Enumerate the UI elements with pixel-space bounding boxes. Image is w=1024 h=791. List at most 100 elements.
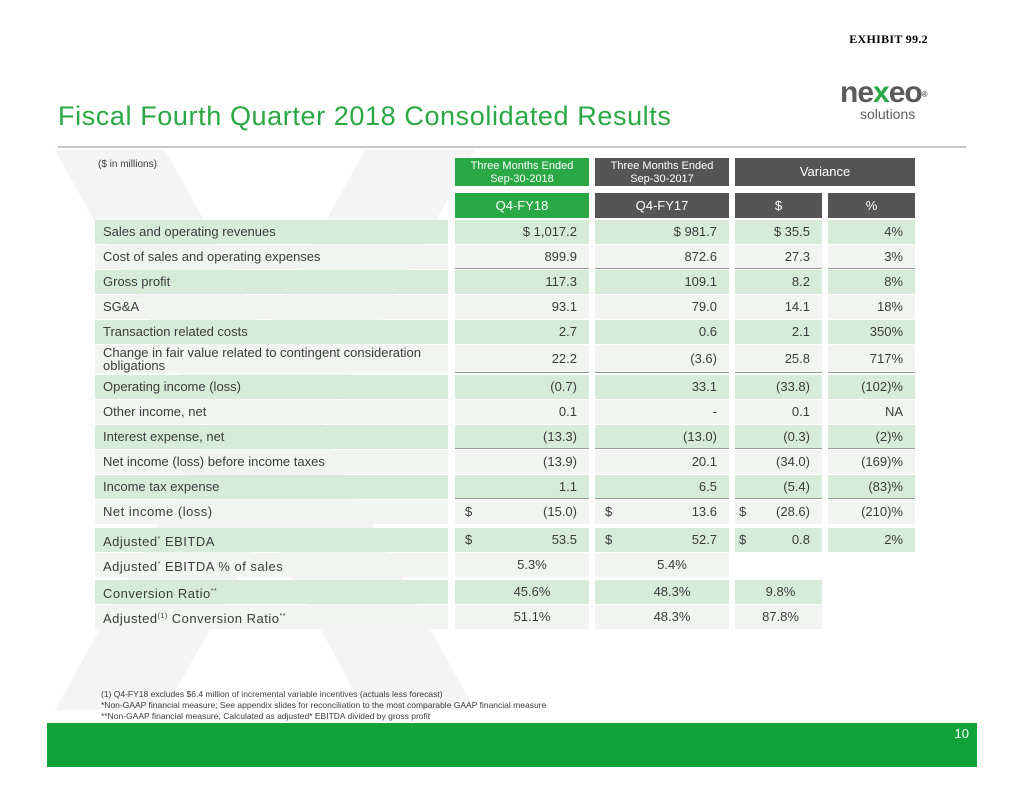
table-row: Operating income (loss) (0.7) 33.1 (33.8… [0, 375, 1024, 399]
cell-q4fy17: - [595, 400, 729, 424]
table-row: Conversion Ratio** 45.6% 48.3% 9.8% [0, 580, 1024, 604]
title-divider [58, 146, 966, 148]
cell-variance-percent: 18% [828, 295, 915, 319]
company-logo: nexeo® solutions [840, 78, 940, 128]
subheader-q4fy18: Q4-FY18 [455, 193, 589, 218]
cell-variance-percent: (83)% [828, 475, 915, 499]
cell-variance-percent: (169)% [828, 450, 915, 474]
cell-q4fy17: (3.6) [595, 345, 729, 373]
row-label: Net income (loss) before income taxes [95, 450, 448, 474]
cell-variance-dollar: 87.8% [735, 605, 822, 629]
table-row: Adjusted* EBITDA % of sales 5.3% 5.4% [0, 553, 1024, 577]
cell-q4fy17: 5.4% [595, 553, 729, 577]
cell-q4fy18: 51.1% [455, 605, 589, 629]
table-row: Interest expense, net (13.3) (13.0) (0.3… [0, 425, 1024, 449]
row-label: Adjusted(1) Conversion Ratio** [95, 605, 448, 629]
footnote: (1) Q4-FY18 excludes $6.4 million of inc… [101, 689, 443, 699]
logo-subtitle: solutions [860, 106, 916, 122]
page-number: 10 [954, 726, 969, 741]
row-label: Income tax expense [95, 475, 448, 499]
row-label: Change in fair value related to continge… [95, 345, 448, 373]
row-label: SG&A [95, 295, 448, 319]
cell-variance-percent: 717% [828, 345, 915, 373]
row-label: Transaction related costs [95, 320, 448, 344]
table-row: Gross profit 117.3 109.1 8.2 8% [0, 270, 1024, 294]
cell-variance-percent: 350% [828, 320, 915, 344]
cell-q4fy18: 117.3 [455, 270, 589, 294]
row-label: Adjusted* EBITDA % of sales [95, 553, 448, 577]
cell-q4fy18: 899.9 [455, 245, 589, 269]
cell-q4fy18: 5.3% [455, 553, 589, 577]
subheader-variance-percent: % [828, 193, 915, 218]
cell-variance-dollar: 27.3 [735, 245, 822, 269]
row-label: Adjusted* EBITDA [95, 528, 448, 552]
cell-q4fy18: (0.7) [455, 375, 589, 399]
header-q4fy17-period: Three Months Ended Sep-30-2017 [595, 158, 729, 186]
cell-variance-dollar: 9.8% [735, 580, 822, 604]
cell-variance-percent: 8% [828, 270, 915, 294]
table-row: Income tax expense 1.1 6.5 (5.4) (83)% [0, 475, 1024, 499]
row-label: Gross profit [95, 270, 448, 294]
cell-variance-dollar: 8.2 [735, 270, 822, 294]
row-label: Conversion Ratio** [95, 580, 448, 604]
cell-variance-dollar: 0.1 [735, 400, 822, 424]
row-label: Sales and operating revenues [95, 220, 448, 244]
table-row: Other income, net 0.1 - 0.1 NA [0, 400, 1024, 424]
table-row: Adjusted(1) Conversion Ratio** 51.1% 48.… [0, 605, 1024, 629]
table-row: Net income (loss) before income taxes (1… [0, 450, 1024, 474]
cell-q4fy17: 48.3% [595, 605, 729, 629]
cell-q4fy17: $13.6 [595, 500, 729, 524]
cell-variance-dollar: 14.1 [735, 295, 822, 319]
cell-q4fy18: $53.5 [455, 528, 589, 552]
cell-q4fy17: 33.1 [595, 375, 729, 399]
table-row: Change in fair value related to continge… [0, 345, 1024, 373]
cell-variance-percent: 4% [828, 220, 915, 244]
cell-q4fy17: 6.5 [595, 475, 729, 499]
cell-variance-dollar: $0.8 [735, 528, 822, 552]
page-title: Fiscal Fourth Quarter 2018 Consolidated … [58, 101, 672, 131]
cell-q4fy17: 872.6 [595, 245, 729, 269]
footnotes: (1) Q4-FY18 excludes $6.4 million of inc… [101, 689, 546, 722]
row-label: Net income (loss) [95, 500, 448, 524]
table-row: Transaction related costs 2.7 0.6 2.1 35… [0, 320, 1024, 344]
cell-variance-percent: (210)% [828, 500, 915, 524]
cell-variance-dollar: 25.8 [735, 345, 822, 373]
cell-q4fy17: 79.0 [595, 295, 729, 319]
cell-q4fy18: 1.1 [455, 475, 589, 499]
cell-q4fy17: $ 981.7 [595, 220, 729, 244]
cell-q4fy18: 93.1 [455, 295, 589, 319]
table-row: Net income (loss) $ (15.0) $13.6 $ (28.6) … [0, 500, 1024, 524]
cell-variance-dollar: 2.1 [735, 320, 822, 344]
cell-variance-dollar: $ (28.6) [735, 500, 822, 524]
cell-q4fy18: $ 1,017.2 [455, 220, 589, 244]
cell-q4fy17: 20.1 [595, 450, 729, 474]
footnote: *Non-GAAP financial measure; See appendi… [101, 700, 547, 710]
cell-q4fy18: $ (15.0) [455, 500, 589, 524]
cell-q4fy17: 109.1 [595, 270, 729, 294]
units-note: ($ in millions) [98, 159, 157, 170]
table-row: Adjusted* EBITDA $53.5 $52.7 $0.8 2% [0, 528, 1024, 552]
subheader-q4fy17: Q4-FY17 [595, 193, 729, 218]
row-label: Interest expense, net [95, 425, 448, 449]
logo-wordmark: nexeo® [840, 76, 928, 109]
cell-q4fy18: 2.7 [455, 320, 589, 344]
exhibit-label: EXHIBIT 99.2 [849, 32, 928, 46]
cell-variance-percent: 2% [828, 528, 915, 552]
cell-q4fy18: (13.3) [455, 425, 589, 449]
header-q4fy18-period: Three Months Ended Sep-30-2018 [455, 158, 589, 186]
cell-variance-percent: (102)% [828, 375, 915, 399]
cell-variance-percent: NA [828, 400, 915, 424]
cell-q4fy17: (13.0) [595, 425, 729, 449]
cell-variance-dollar: (33.8) [735, 375, 822, 399]
row-label: Cost of sales and operating expenses [95, 245, 448, 269]
cell-variance-dollar: (0.3) [735, 425, 822, 449]
row-label: Operating income (loss) [95, 375, 448, 399]
header-variance: Variance [735, 158, 915, 186]
cell-q4fy18: (13.9) [455, 450, 589, 474]
cell-q4fy17: 0.6 [595, 320, 729, 344]
cell-variance-percent: (2)% [828, 425, 915, 449]
cell-variance-percent: 3% [828, 245, 915, 269]
row-label: Other income, net [95, 400, 448, 424]
table-row: Cost of sales and operating expenses 899… [0, 245, 1024, 269]
footer-bar: 10 [47, 723, 977, 767]
